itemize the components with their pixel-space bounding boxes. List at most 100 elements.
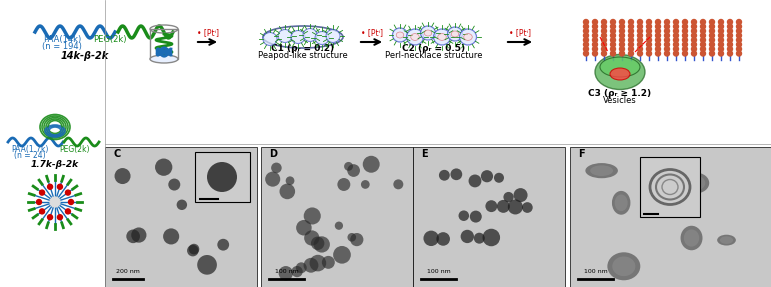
Circle shape — [728, 28, 732, 34]
Ellipse shape — [438, 34, 446, 40]
Ellipse shape — [396, 32, 404, 38]
Circle shape — [647, 28, 651, 34]
Circle shape — [333, 246, 351, 264]
Circle shape — [584, 42, 588, 47]
Circle shape — [701, 33, 705, 38]
Circle shape — [58, 215, 62, 220]
Circle shape — [611, 46, 615, 51]
Circle shape — [311, 236, 325, 250]
Circle shape — [674, 51, 678, 56]
Circle shape — [620, 51, 625, 56]
Text: (n = 194): (n = 194) — [42, 42, 82, 51]
Circle shape — [736, 24, 742, 29]
Circle shape — [674, 24, 678, 29]
Ellipse shape — [278, 30, 292, 42]
Text: • [Ptⁱ]: • [Ptⁱ] — [197, 28, 219, 37]
Circle shape — [584, 38, 588, 42]
Circle shape — [719, 38, 723, 42]
Ellipse shape — [420, 26, 436, 40]
Ellipse shape — [411, 34, 419, 40]
Circle shape — [736, 33, 742, 38]
Circle shape — [655, 51, 661, 56]
Ellipse shape — [291, 30, 305, 44]
Ellipse shape — [150, 55, 178, 63]
Circle shape — [638, 28, 642, 34]
Circle shape — [709, 46, 715, 51]
Ellipse shape — [451, 31, 459, 37]
Circle shape — [601, 42, 607, 47]
Bar — [261, 147, 413, 287]
Circle shape — [692, 20, 696, 24]
Text: PAA(1.7k): PAA(1.7k) — [12, 145, 49, 154]
Circle shape — [647, 46, 651, 51]
Ellipse shape — [677, 189, 692, 209]
Circle shape — [638, 24, 642, 29]
Circle shape — [187, 245, 199, 256]
Circle shape — [344, 162, 353, 171]
Circle shape — [66, 209, 70, 214]
Text: F: F — [578, 149, 584, 159]
Circle shape — [620, 20, 625, 24]
Circle shape — [584, 46, 588, 51]
Text: PAA(14k): PAA(14k) — [43, 35, 81, 44]
Circle shape — [736, 28, 742, 34]
Circle shape — [665, 24, 669, 29]
Circle shape — [655, 42, 661, 47]
Ellipse shape — [612, 191, 631, 215]
Circle shape — [682, 28, 688, 34]
Circle shape — [682, 51, 688, 56]
Circle shape — [69, 199, 73, 205]
Circle shape — [638, 42, 642, 47]
Circle shape — [601, 20, 607, 24]
Circle shape — [66, 190, 70, 195]
Ellipse shape — [610, 68, 630, 80]
Circle shape — [592, 33, 598, 38]
Circle shape — [592, 42, 598, 47]
Circle shape — [508, 199, 523, 214]
Circle shape — [692, 38, 696, 42]
Circle shape — [592, 20, 598, 24]
Circle shape — [48, 184, 52, 189]
Circle shape — [601, 33, 607, 38]
Ellipse shape — [681, 226, 702, 250]
Circle shape — [350, 233, 363, 246]
Circle shape — [314, 236, 330, 253]
Circle shape — [286, 177, 295, 185]
Circle shape — [291, 266, 303, 277]
Circle shape — [665, 51, 669, 56]
Bar — [413, 147, 565, 287]
Ellipse shape — [678, 192, 689, 206]
Circle shape — [592, 24, 598, 29]
Circle shape — [522, 202, 533, 213]
Circle shape — [719, 51, 723, 56]
Ellipse shape — [684, 229, 699, 247]
Bar — [150, 29, 178, 59]
Circle shape — [217, 239, 229, 251]
Ellipse shape — [585, 163, 618, 178]
Circle shape — [736, 42, 742, 47]
Circle shape — [423, 231, 439, 246]
Circle shape — [655, 28, 661, 34]
Circle shape — [513, 188, 527, 202]
Circle shape — [229, 157, 247, 175]
Circle shape — [719, 33, 723, 38]
Circle shape — [310, 255, 326, 272]
Circle shape — [674, 20, 678, 24]
Ellipse shape — [640, 161, 658, 178]
Circle shape — [665, 38, 669, 42]
Circle shape — [665, 28, 669, 34]
Circle shape — [584, 51, 588, 56]
Ellipse shape — [460, 29, 476, 45]
Text: C2 (ρᵣ = 0.5): C2 (ρᵣ = 0.5) — [402, 44, 466, 53]
Text: Peapod-like structure: Peapod-like structure — [258, 51, 348, 60]
Circle shape — [601, 24, 607, 29]
Circle shape — [701, 46, 705, 51]
Circle shape — [620, 46, 625, 51]
Bar — [195, 152, 250, 202]
Circle shape — [674, 46, 678, 51]
Circle shape — [701, 24, 705, 29]
Circle shape — [168, 179, 180, 191]
Circle shape — [601, 46, 607, 51]
Circle shape — [728, 38, 732, 42]
Circle shape — [584, 33, 588, 38]
